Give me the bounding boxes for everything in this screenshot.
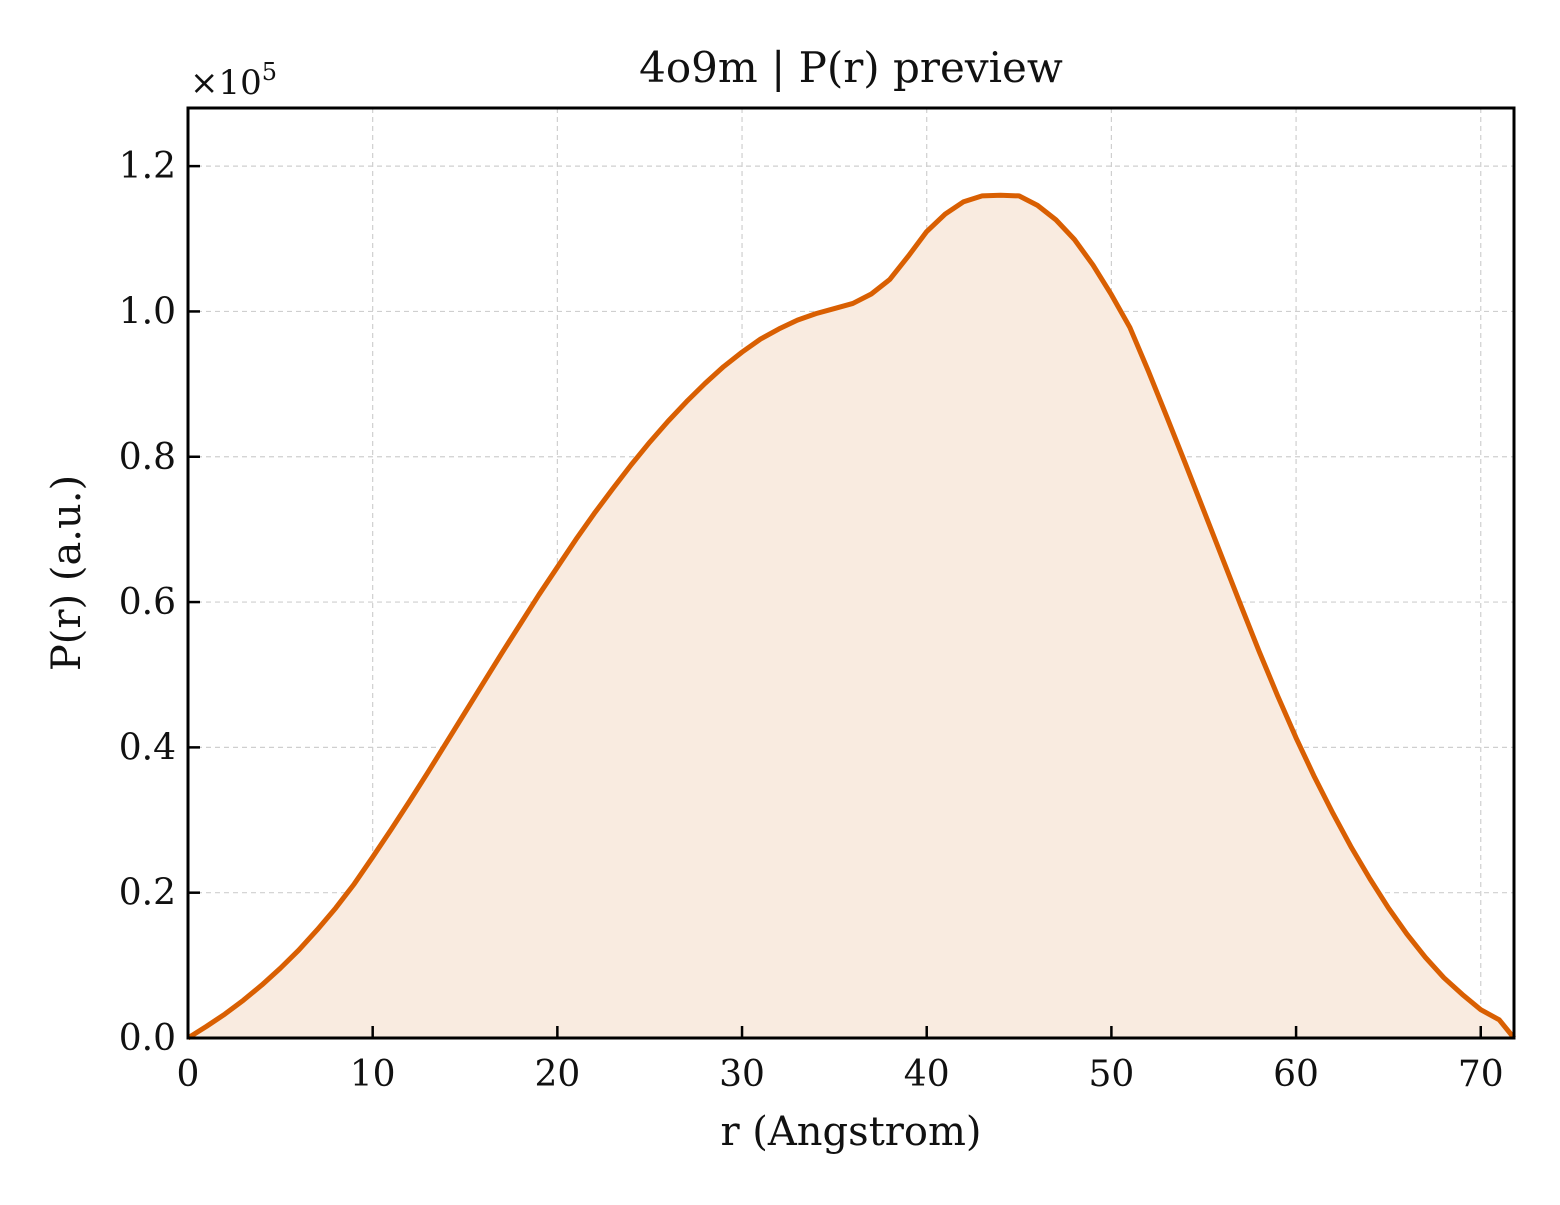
- chart-title: 4o9m | P(r) preview: [639, 43, 1063, 92]
- pr-series-line: [186, 192, 1516, 1041]
- x-tick-label: 40: [904, 1054, 950, 1095]
- tick-labels: 0 10 20 30 40 50 60 70 0.0 0.2 0.4 0.6 0.8 1.0 1.2: [119, 146, 1504, 1095]
- ticks: [186, 164, 1483, 1040]
- y-axis-label: P(r) (a.u.): [44, 475, 90, 671]
- y-tick-label: 0.2: [119, 873, 176, 914]
- pr-area-fill: [188, 195, 1514, 1038]
- y-tick-label: 0.0: [119, 1018, 176, 1059]
- x-tick-label: 20: [534, 1054, 580, 1095]
- x-tick-label: 30: [719, 1054, 765, 1095]
- y-tick-label: 1.0: [119, 291, 176, 332]
- x-tick-label: 70: [1458, 1054, 1504, 1095]
- plot-frame: [186, 106, 1516, 1040]
- x-axis-label: r (Angstrom): [720, 1109, 981, 1155]
- x-tick-label: 60: [1273, 1054, 1319, 1095]
- y-multiplier-exponent: 5: [262, 58, 277, 86]
- y-tick-label: 0.6: [119, 582, 176, 623]
- y-multiplier-base: ×10: [190, 63, 262, 103]
- y-tick-label: 0.8: [119, 437, 176, 478]
- x-tick-label: 10: [350, 1054, 396, 1095]
- x-tick-label: 50: [1088, 1054, 1134, 1095]
- x-tick-label: 0: [177, 1054, 200, 1095]
- y-multiplier: ×105: [190, 58, 277, 103]
- y-tick-label: 0.4: [119, 727, 176, 768]
- y-tick-label: 1.2: [119, 146, 176, 187]
